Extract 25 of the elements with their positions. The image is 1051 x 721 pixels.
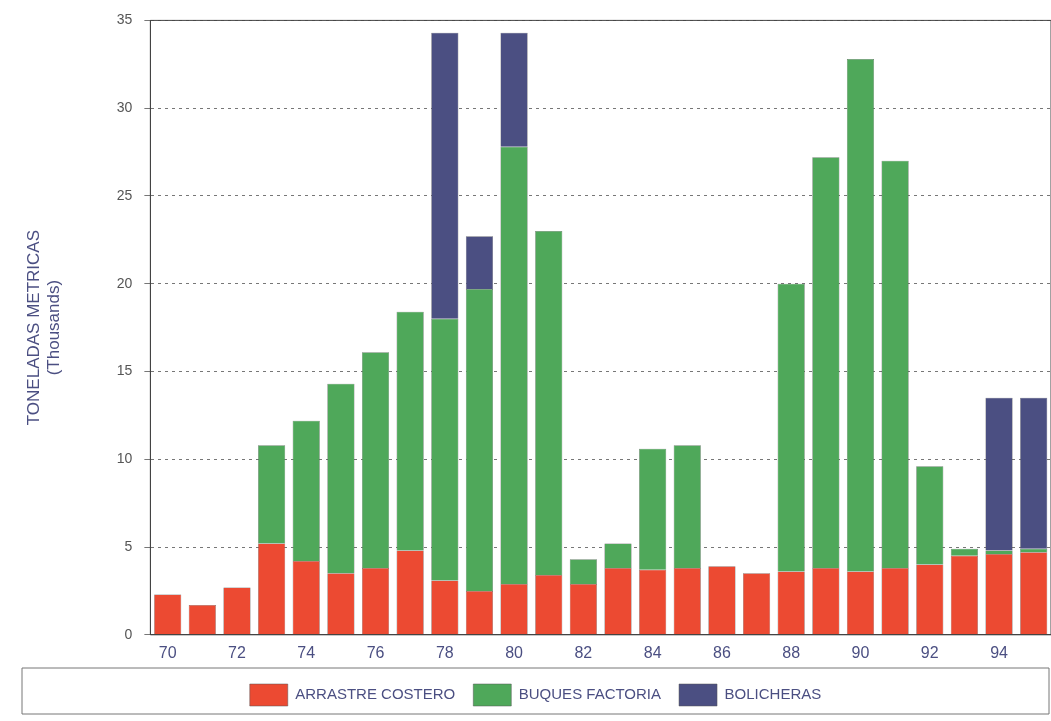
x-tick-label: 72 — [228, 643, 246, 661]
x-tick-label: 78 — [435, 643, 454, 661]
y-tick-label: 20 — [116, 274, 133, 291]
x-tick-label: 90 — [851, 643, 870, 661]
x-tick-label: 74 — [297, 643, 316, 661]
x-tick-label: 88 — [782, 643, 801, 661]
y-tick-label: 5 — [124, 537, 133, 554]
x-tick-label: 80 — [505, 643, 524, 661]
x-tick-label: 84 — [643, 643, 662, 661]
legend-label: ARRASTRE COSTERO — [295, 685, 456, 703]
y-tick-label: 35 — [116, 11, 133, 28]
x-tick-label: 86 — [713, 643, 731, 661]
x-tick-label: 82 — [574, 643, 593, 661]
legend-label: BUQUES FACTORIA — [518, 685, 662, 703]
y-tick-label: 10 — [116, 450, 133, 467]
y-tick-label: 25 — [116, 186, 133, 203]
y-tick-label: 0 — [124, 625, 133, 642]
y-axis-title: TONELADAS METRICAS (Thousands) — [23, 229, 64, 426]
x-tick-label: 76 — [366, 643, 385, 661]
y-tick-label: 30 — [116, 99, 133, 116]
y-tick-label: 15 — [116, 362, 133, 379]
legend-label: BOLICHERAS — [724, 685, 822, 703]
x-tick-label: 92 — [920, 643, 939, 661]
x-tick-label: 70 — [158, 643, 177, 661]
x-tick-label: 94 — [990, 643, 1009, 661]
